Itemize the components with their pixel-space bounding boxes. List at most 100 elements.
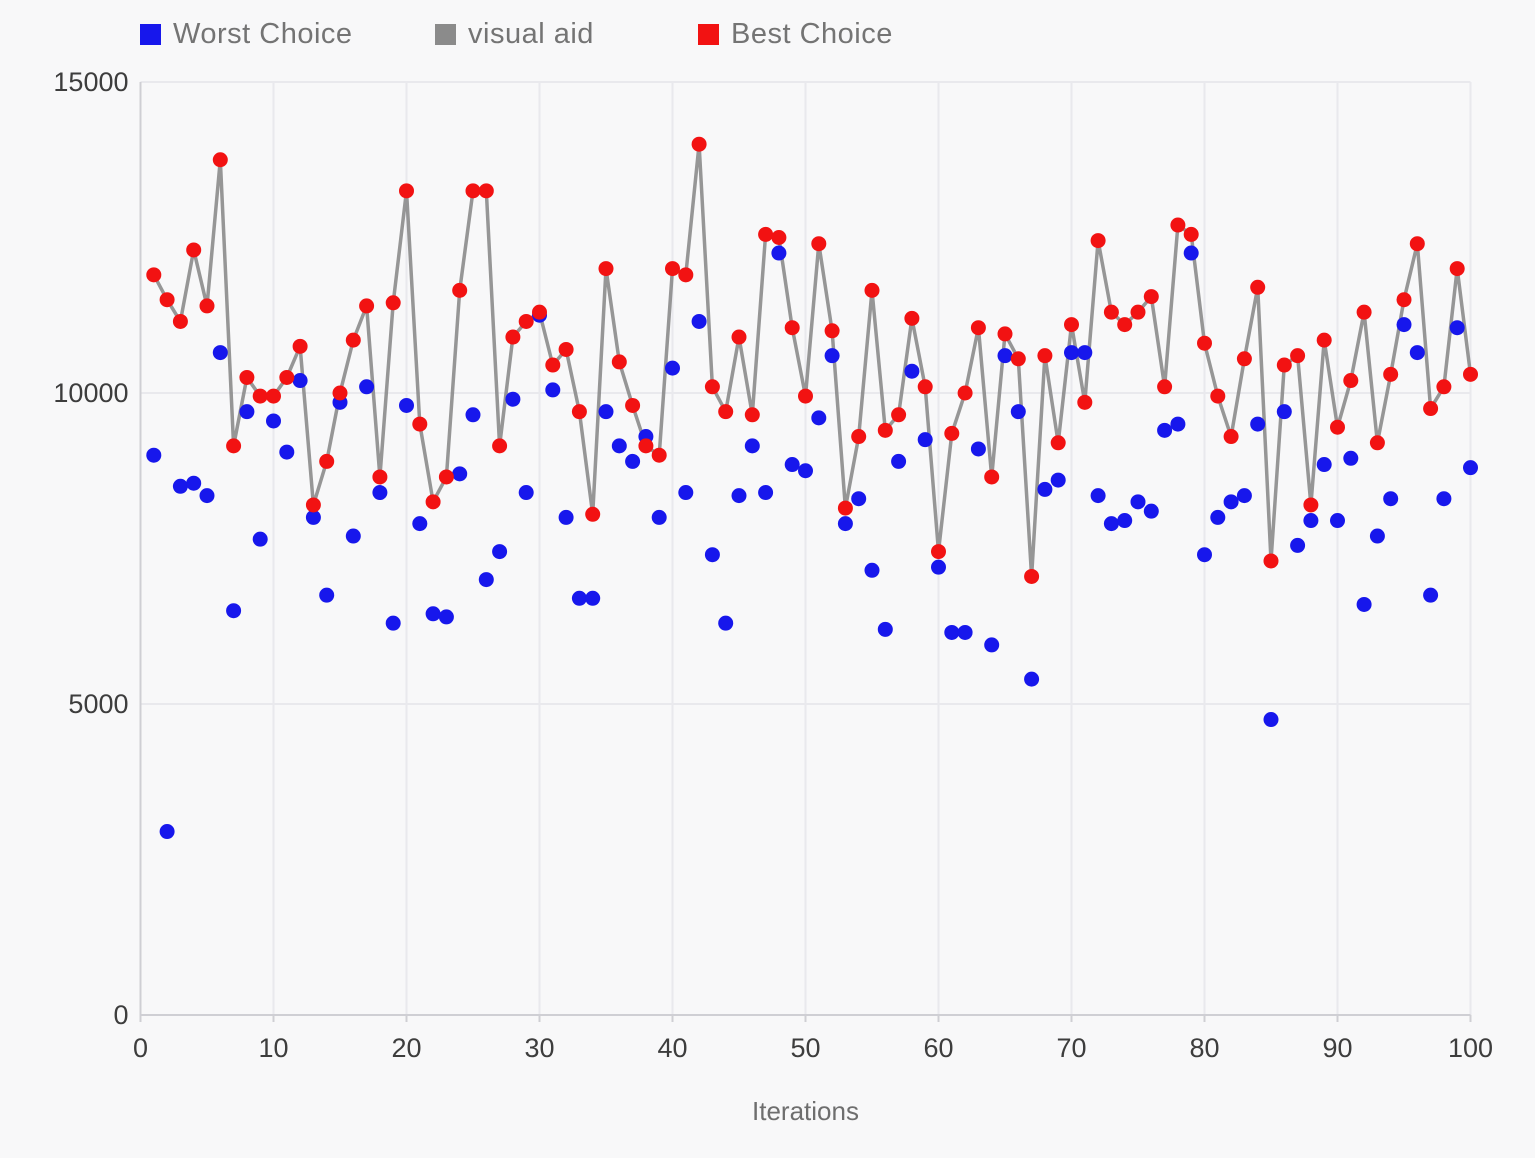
worst-choice-point	[425, 606, 441, 622]
best-choice-point	[1077, 394, 1093, 410]
worst-choice-point	[625, 453, 641, 469]
best-choice-point	[1197, 335, 1212, 351]
worst-choice-point	[1117, 513, 1133, 529]
x-tick-label: 10	[258, 1033, 288, 1063]
best-choice-point	[212, 152, 228, 168]
best-choice-point	[997, 326, 1013, 342]
worst-choice-point	[811, 410, 827, 426]
worst-choice-point	[319, 587, 335, 603]
best-choice-point	[532, 304, 547, 320]
worst-choice-point	[1103, 516, 1119, 532]
worst-choice-point	[904, 363, 920, 379]
best-choice-point	[758, 226, 774, 242]
legend-label: Worst Choice	[173, 18, 353, 50]
worst-choice-point	[758, 485, 774, 501]
best-choice-point	[1303, 497, 1319, 513]
worst-choice-point	[1236, 488, 1252, 504]
y-tick-label: 15000	[53, 67, 128, 97]
worst-choice-point	[877, 621, 893, 637]
x-tick-label: 0	[133, 1033, 148, 1063]
best-choice-point	[399, 183, 414, 199]
best-choice-point	[146, 267, 162, 283]
best-choice-point	[465, 183, 481, 199]
legend-item-worst-choice[interactable]: Worst Choice	[140, 18, 353, 51]
best-choice-point	[186, 242, 202, 258]
best-choice-point	[292, 338, 308, 354]
best-choice-point	[665, 261, 680, 277]
best-choice-point	[798, 388, 813, 404]
worst-choice-point	[731, 488, 747, 504]
worst-choice-point	[518, 485, 534, 501]
legend-label: visual aid	[468, 18, 594, 50]
worst-choice-point	[359, 379, 375, 395]
best-choice-point	[1223, 429, 1239, 445]
worst-choice-point	[1250, 416, 1266, 432]
best-choice-point	[651, 447, 667, 463]
y-tick-label: 5000	[68, 689, 128, 719]
best-choice-point	[1290, 348, 1306, 364]
worst-choice-point	[665, 360, 680, 376]
worst-choice-point	[1064, 345, 1079, 361]
best-choice-point	[1250, 279, 1266, 295]
best-choice-point	[1117, 317, 1133, 333]
worst-choice-point	[1303, 513, 1319, 529]
worst-choice-point	[345, 528, 361, 544]
x-tick-label: 40	[657, 1033, 687, 1063]
worst-choice-point	[1090, 488, 1106, 504]
best-choice-point	[625, 397, 641, 413]
worst-choice-point	[1130, 494, 1146, 510]
worst-choice-point	[1436, 491, 1452, 507]
worst-choice-point	[1263, 712, 1279, 728]
worst-choice-point	[1383, 491, 1399, 507]
worst-choice-point	[718, 615, 734, 631]
best-choice-point	[891, 407, 907, 423]
worst-choice-point	[1290, 537, 1306, 553]
best-choice-swatch-icon	[698, 24, 719, 45]
visual-aid-swatch-icon	[435, 24, 456, 45]
best-choice-point	[1276, 357, 1292, 373]
worst-choice-point	[651, 509, 667, 525]
series-visual-aid	[152, 142, 1473, 579]
worst-choice-point	[212, 345, 228, 361]
best-choice-point	[1369, 435, 1385, 451]
worst-choice-point	[372, 485, 388, 501]
best-choice-point	[851, 429, 867, 445]
worst-choice-point	[452, 466, 468, 482]
best-choice-point	[771, 230, 787, 245]
x-tick-label: 30	[524, 1033, 554, 1063]
best-choice-point	[1463, 366, 1478, 382]
worst-choice-point	[744, 438, 760, 454]
worst-choice-point	[412, 516, 428, 532]
best-choice-point	[1356, 304, 1372, 320]
worst-choice-point	[798, 463, 813, 479]
worst-choice-point	[1356, 596, 1372, 612]
best-choice-point	[332, 385, 348, 401]
best-choice-point	[877, 422, 893, 438]
best-choice-point	[1396, 292, 1412, 308]
best-choice-point	[585, 506, 601, 522]
best-choice-point	[1423, 401, 1439, 417]
worst-choice-point	[1330, 513, 1345, 529]
best-choice-point	[970, 320, 986, 336]
legend-item-best-choice[interactable]: Best Choice	[698, 18, 893, 51]
best-choice-point	[199, 298, 215, 314]
worst-choice-point	[1024, 671, 1040, 687]
x-tick-label: 50	[790, 1033, 820, 1063]
worst-choice-point	[1197, 547, 1212, 563]
legend-item-visual-aid[interactable]: visual aid	[435, 18, 594, 51]
best-choice-point	[638, 438, 654, 454]
worst-choice-point	[1223, 494, 1239, 510]
best-choice-point	[452, 282, 468, 298]
best-choice-point	[704, 379, 720, 395]
best-choice-point	[811, 236, 827, 252]
best-choice-point	[492, 438, 508, 454]
best-choice-point	[1409, 236, 1425, 252]
best-choice-point	[731, 329, 747, 345]
worst-choice-point	[186, 475, 202, 491]
worst-choice-point	[292, 373, 308, 389]
worst-choice-point	[1449, 320, 1465, 336]
worst-choice-point	[944, 624, 960, 640]
y-tick-label: 10000	[53, 378, 128, 408]
best-choice-point	[1449, 261, 1465, 277]
